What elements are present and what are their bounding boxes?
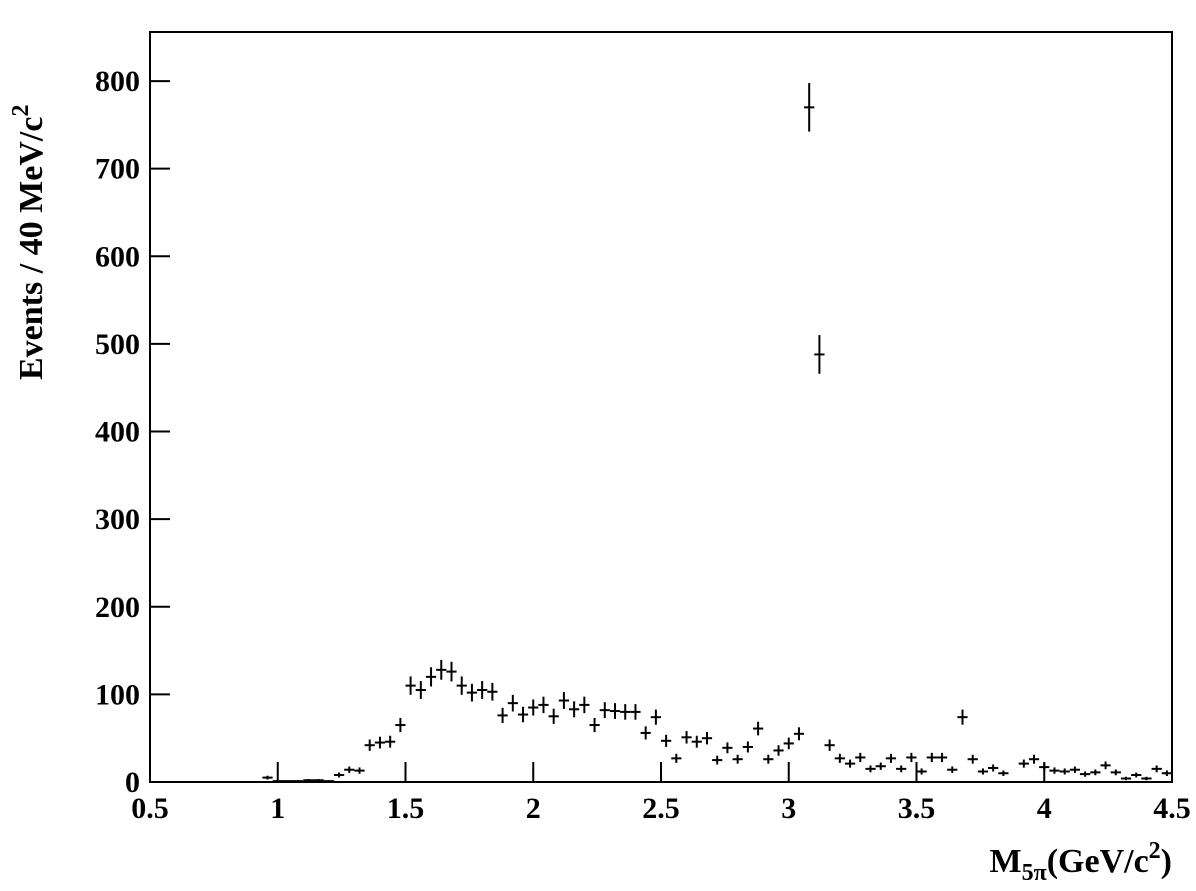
x-tick-label: 1.5 xyxy=(387,792,425,825)
x-label-sup: 2 xyxy=(1149,838,1161,864)
y-tick-label: 200 xyxy=(95,591,140,624)
x-tick-label: 0.5 xyxy=(131,792,169,825)
y-label-part: Events / 40 MeV/c xyxy=(13,117,50,380)
y-tick-label: 700 xyxy=(95,153,140,186)
plot-frame xyxy=(149,31,1173,783)
x-tick-label: 3.5 xyxy=(898,792,936,825)
x-tick-label: 4 xyxy=(1037,792,1052,825)
y-axis-label: Events / 40 MeV/c2 xyxy=(8,105,50,380)
x-label-part: (GeV/c xyxy=(1047,843,1149,880)
x-label-part: M xyxy=(989,843,1021,880)
x-tick-label: 4.5 xyxy=(1153,792,1191,825)
y-tick-label: 100 xyxy=(95,678,140,711)
x-label-sub: 5π xyxy=(1022,860,1047,886)
y-tick-label: 400 xyxy=(95,416,140,449)
x-tick-label: 2.5 xyxy=(642,792,680,825)
y-label-sup: 2 xyxy=(8,105,34,117)
y-tick-label: 500 xyxy=(95,328,140,361)
x-tick-label: 2 xyxy=(526,792,541,825)
y-tick-label: 0 xyxy=(125,766,140,799)
y-tick-label: 600 xyxy=(95,240,140,273)
y-tick-label: 800 xyxy=(95,65,140,98)
x-tick-label: 1 xyxy=(270,792,285,825)
x-axis-label: M5π(GeV/c2) xyxy=(989,838,1172,886)
x-label-part: ) xyxy=(1161,843,1172,880)
y-tick-label: 300 xyxy=(95,503,140,536)
x-tick-label: 3 xyxy=(781,792,796,825)
